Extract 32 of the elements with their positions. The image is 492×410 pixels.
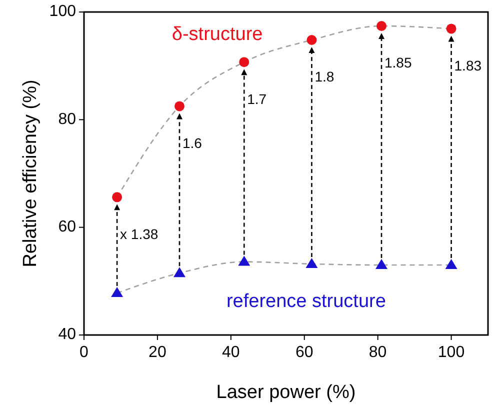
point bbox=[306, 34, 317, 45]
y-tick-label: 40 bbox=[58, 326, 76, 344]
annotation: 1.7 bbox=[247, 90, 267, 107]
series-label: reference structure bbox=[226, 291, 386, 312]
y-axis-title: Relative efficiency (%) bbox=[20, 80, 41, 268]
x-tick-label: 20 bbox=[148, 344, 166, 361]
point bbox=[375, 259, 388, 270]
x-tick-label: 60 bbox=[295, 344, 314, 361]
annotation: 1.8 bbox=[314, 68, 334, 85]
y-tick-label: 60 bbox=[58, 218, 76, 236]
x-tick-label: 0 bbox=[80, 344, 89, 361]
y-tick-label: 80 bbox=[58, 110, 76, 128]
point bbox=[446, 24, 456, 34]
point bbox=[376, 20, 386, 31]
point bbox=[239, 57, 250, 68]
point bbox=[173, 267, 186, 278]
point bbox=[112, 192, 122, 202]
point bbox=[111, 287, 124, 298]
x-tick-label: 80 bbox=[368, 344, 387, 361]
y-tick-label: 100 bbox=[49, 3, 76, 20]
annotation: 1.6 bbox=[182, 134, 202, 151]
annotation: 1.83 bbox=[454, 57, 482, 74]
annotation: x 1.38 bbox=[120, 226, 158, 242]
annotation: 1.85 bbox=[384, 54, 412, 71]
x-tick-label: 40 bbox=[222, 344, 240, 361]
x-tick-label: 100 bbox=[438, 344, 465, 361]
point bbox=[306, 258, 318, 268]
point bbox=[238, 256, 250, 266]
point bbox=[174, 101, 184, 112]
point bbox=[445, 259, 458, 270]
series-label: δ-structure bbox=[172, 24, 263, 45]
x-axis-title: Laser power (%) bbox=[216, 382, 356, 403]
